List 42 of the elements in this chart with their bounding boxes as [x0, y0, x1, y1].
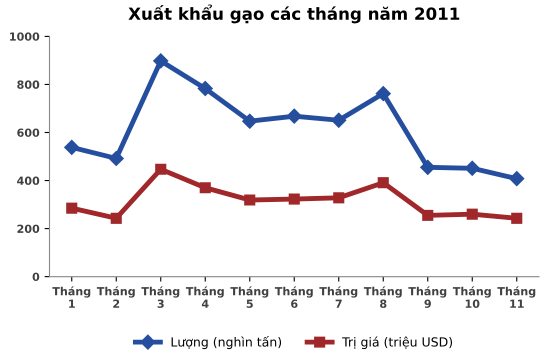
point [464, 160, 480, 176]
point [422, 210, 434, 221]
x-tick-label: Tháng 4 [186, 286, 224, 308]
x-tick-label: Tháng 6 [274, 286, 313, 308]
x-tick-label: Tháng 5 [230, 286, 268, 308]
x-tick-label: Tháng 7 [319, 286, 358, 308]
y-tick-label: 1000 [10, 32, 40, 41]
point [333, 192, 344, 204]
point [66, 202, 78, 214]
point [198, 80, 213, 96]
x-tick-label: Tháng 9 [408, 286, 446, 308]
point [511, 212, 522, 224]
point [64, 140, 80, 155]
point [242, 114, 258, 129]
point [155, 164, 166, 175]
x-tick-label: Tháng 8 [364, 286, 402, 308]
x-tick-label: Tháng 3 [141, 286, 180, 308]
point [110, 212, 122, 224]
y-tick-label: 400 [17, 176, 40, 185]
point [153, 53, 168, 68]
x-tick-label: Tháng 1 [52, 286, 90, 308]
y-tick-label: 200 [17, 224, 40, 233]
y-tick-label: 800 [17, 80, 40, 89]
point [108, 150, 124, 166]
x-tick-label: Tháng 11 [497, 286, 536, 308]
point [331, 112, 346, 128]
legend-label: Trị giá (triệu USD) [342, 336, 452, 350]
legend-label: Lượng (nghìn tấn) [172, 336, 282, 350]
point [286, 108, 302, 124]
chart-title: Xuất khẩu gạo các tháng năm 2011 [128, 4, 460, 24]
point [288, 193, 300, 205]
point [378, 177, 389, 188]
point [466, 208, 478, 220]
y-tick-label: 600 [17, 128, 40, 137]
point [244, 194, 256, 206]
x-tick-label: Tháng 2 [96, 286, 135, 308]
point [509, 171, 524, 186]
point [376, 86, 391, 102]
x-tick-label: Tháng 10 [452, 286, 491, 308]
y-tick-label: 0 [32, 272, 40, 282]
point [200, 182, 211, 194]
point [420, 160, 436, 175]
